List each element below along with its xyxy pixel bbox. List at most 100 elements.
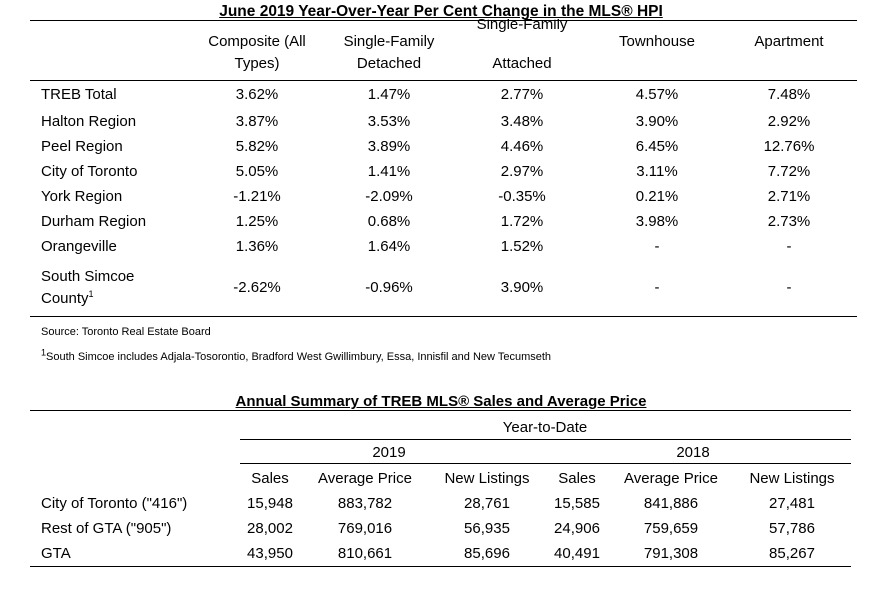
region-label: TREB Total bbox=[41, 86, 117, 103]
cell-apartment: 7.72% bbox=[767, 163, 811, 180]
year-2018: 2018 bbox=[676, 444, 710, 461]
region-label-text: County bbox=[41, 290, 89, 307]
table1-header-rule bbox=[30, 80, 857, 81]
cell-apartment: - bbox=[786, 279, 792, 296]
col-sales-2018: Sales bbox=[558, 470, 596, 487]
region-label: Halton Region bbox=[41, 113, 137, 130]
header-composite-line2: Types) bbox=[234, 55, 280, 72]
cell-detached: -2.09% bbox=[365, 188, 413, 205]
col-avg-price-2018: Average Price bbox=[624, 470, 718, 487]
cell-attached: 2.97% bbox=[500, 163, 544, 180]
cell-avg-price-2018: 759,659 bbox=[643, 520, 699, 537]
cell-composite: 5.05% bbox=[235, 163, 279, 180]
cell-new-listings-2019: 56,935 bbox=[464, 520, 510, 537]
col-new-listings-2019: New Listings bbox=[444, 470, 530, 487]
table2-bottom-rule bbox=[30, 566, 851, 567]
cell-sales-2019: 43,950 bbox=[247, 545, 293, 562]
header-attached-line1: Single-Family bbox=[476, 19, 568, 33]
cell-detached: 1.41% bbox=[367, 163, 411, 180]
header-detached-line2: Detached bbox=[356, 55, 422, 72]
cell-detached: 1.64% bbox=[367, 238, 411, 255]
cell-composite: 1.36% bbox=[235, 238, 279, 255]
cell-apartment: 2.92% bbox=[767, 113, 811, 130]
cell-new-listings-2019: 85,696 bbox=[464, 545, 510, 562]
cell-apartment: 12.76% bbox=[763, 138, 815, 155]
cell-attached: 2.77% bbox=[500, 86, 544, 103]
region-label-line1: South Simcoe bbox=[41, 268, 135, 285]
cell-avg-price-2018: 791,308 bbox=[643, 545, 699, 562]
cell-attached: 1.72% bbox=[500, 213, 544, 230]
cell-sales-2018: 15,585 bbox=[554, 495, 600, 512]
region-label: York Region bbox=[41, 188, 123, 205]
region-label: Orangeville bbox=[41, 238, 117, 255]
cell-composite: 1.25% bbox=[235, 213, 279, 230]
hpi-table-title: June 2019 Year-Over-Year Per Cent Change… bbox=[219, 3, 663, 20]
cell-detached: 0.68% bbox=[367, 213, 411, 230]
cell-avg-price-2019: 769,016 bbox=[337, 520, 393, 537]
cell-composite: 5.82% bbox=[235, 138, 279, 155]
cell-new-listings-2018: 57,786 bbox=[769, 520, 815, 537]
region-label-line2: County1 bbox=[41, 290, 94, 308]
cell-avg-price-2018: 841,886 bbox=[643, 495, 699, 512]
cell-sales-2018: 24,906 bbox=[554, 520, 600, 537]
cell-new-listings-2018: 85,267 bbox=[769, 545, 815, 562]
cell-townhouse: 3.90% bbox=[635, 113, 679, 130]
footnote-marker: 1 bbox=[88, 289, 94, 299]
footnote-mark: 1 bbox=[41, 347, 47, 358]
header-composite-line1: Composite (All bbox=[208, 33, 306, 50]
cell-detached: -0.96% bbox=[365, 279, 413, 296]
region-label: City of Toronto bbox=[41, 163, 138, 180]
cell-townhouse: 6.45% bbox=[635, 138, 679, 155]
source-note: Source: Toronto Real Estate Board bbox=[41, 326, 211, 338]
cell-detached: 1.47% bbox=[367, 86, 411, 103]
cell-composite: -1.21% bbox=[233, 188, 281, 205]
header-attached-line2: Attached bbox=[492, 55, 552, 72]
cell-townhouse: 0.21% bbox=[635, 188, 679, 205]
cell-townhouse: - bbox=[654, 238, 660, 255]
cell-composite: 3.62% bbox=[235, 86, 279, 103]
table1-top-rule bbox=[30, 20, 857, 21]
cell-attached: 4.46% bbox=[500, 138, 544, 155]
header-townhouse: Townhouse bbox=[619, 33, 695, 50]
row-label: Rest of GTA ("905") bbox=[41, 520, 172, 537]
year-2019: 2019 bbox=[372, 444, 406, 461]
cell-attached: -0.35% bbox=[498, 188, 546, 205]
cell-apartment: 2.71% bbox=[767, 188, 811, 205]
cell-detached: 3.89% bbox=[367, 138, 411, 155]
cell-new-listings-2019: 28,761 bbox=[464, 495, 510, 512]
cell-avg-price-2019: 883,782 bbox=[337, 495, 393, 512]
header-apartment: Apartment bbox=[754, 33, 824, 50]
cell-sales-2019: 15,948 bbox=[247, 495, 293, 512]
row-label: City of Toronto ("416") bbox=[41, 495, 188, 512]
table2-top-rule bbox=[30, 410, 851, 411]
ytd-label: Year-to-Date bbox=[502, 419, 588, 436]
cell-composite: -2.62% bbox=[233, 279, 281, 296]
cell-apartment: 7.48% bbox=[767, 86, 811, 103]
header-detached-line1: Single-Family bbox=[343, 33, 435, 50]
cell-avg-price-2019: 810,661 bbox=[337, 545, 393, 562]
cell-sales-2018: 40,491 bbox=[554, 545, 600, 562]
table2-year-rule bbox=[240, 463, 851, 464]
region-label: Durham Region bbox=[41, 213, 147, 230]
row-label: GTA bbox=[41, 545, 71, 562]
cell-composite: 3.87% bbox=[235, 113, 279, 130]
cell-sales-2019: 28,002 bbox=[247, 520, 293, 537]
cell-townhouse: 3.98% bbox=[635, 213, 679, 230]
cell-apartment: 2.73% bbox=[767, 213, 811, 230]
col-avg-price-2019: Average Price bbox=[318, 470, 412, 487]
table1-bottom-rule bbox=[30, 316, 857, 317]
sales-summary-title: Annual Summary of TREB MLS® Sales and Av… bbox=[235, 393, 647, 410]
cell-new-listings-2018: 27,481 bbox=[769, 495, 815, 512]
region-label: Peel Region bbox=[41, 138, 123, 155]
cell-attached: 3.48% bbox=[500, 113, 544, 130]
table2-subtitle-rule bbox=[240, 439, 851, 440]
footnote-text: South Simcoe includes Adjala-Tosorontio,… bbox=[46, 351, 552, 363]
cell-attached: 3.90% bbox=[500, 279, 544, 296]
cell-detached: 3.53% bbox=[367, 113, 411, 130]
cell-townhouse: 3.11% bbox=[636, 163, 678, 180]
col-sales-2019: Sales bbox=[251, 470, 289, 487]
footnote: 1South Simcoe includes Adjala-Tosorontio… bbox=[41, 347, 552, 364]
cell-townhouse: - bbox=[654, 279, 660, 296]
cell-apartment: - bbox=[786, 238, 792, 255]
col-new-listings-2018: New Listings bbox=[749, 470, 835, 487]
